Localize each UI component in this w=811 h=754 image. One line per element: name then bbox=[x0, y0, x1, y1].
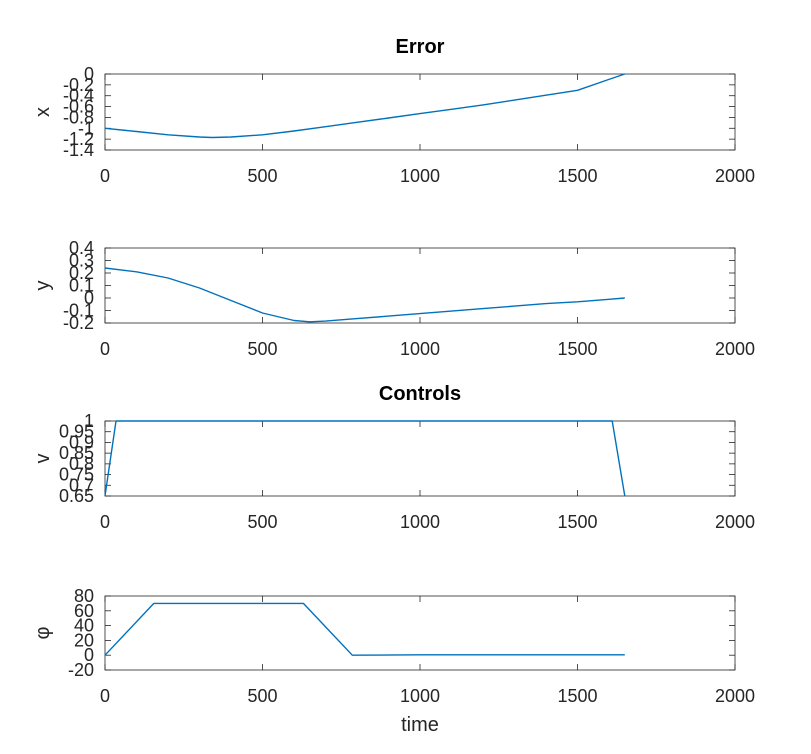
x-tick-label: 500 bbox=[247, 686, 277, 706]
series-line-v bbox=[104, 420, 626, 497]
series-line-y bbox=[104, 267, 625, 323]
x-tick-label: 2000 bbox=[715, 339, 755, 359]
y-tick-label: 0.7 bbox=[69, 475, 94, 495]
chart-title: Controls bbox=[379, 383, 461, 405]
y-tick-label: 0.65 bbox=[59, 486, 94, 506]
y-tick-label: 0 bbox=[84, 645, 94, 665]
y-tick-label: 0.85 bbox=[59, 443, 94, 463]
series-line-x bbox=[104, 73, 626, 139]
axes-box bbox=[104, 73, 736, 151]
y-axis-label: y bbox=[32, 281, 54, 291]
x-tick-label: 1000 bbox=[400, 166, 440, 186]
x-tick-label: 0 bbox=[100, 512, 110, 532]
subplot-1: 0 500 1000 1500 2000 -1.4-1.2-1-0.8-0.6-0.4-0… bbox=[32, 36, 755, 186]
x-tick-label: 0 bbox=[100, 339, 110, 359]
x-tick-label: 1500 bbox=[557, 512, 597, 532]
y-tick-label: 0.4 bbox=[69, 238, 94, 258]
y-tick-label: -0.6 bbox=[63, 97, 94, 117]
y-axis-label: x bbox=[32, 107, 54, 117]
y-axis-label: φ bbox=[32, 626, 54, 639]
y-tick-label: 0.3 bbox=[69, 251, 94, 271]
y-axis-label: v bbox=[32, 454, 54, 464]
x-tick-label: 500 bbox=[247, 166, 277, 186]
y-tick-label: -1.4 bbox=[63, 140, 94, 160]
y-tick-label: 0.1 bbox=[69, 276, 94, 296]
axes-box bbox=[104, 420, 736, 497]
y-tick-label: 40 bbox=[74, 616, 94, 636]
x-tick-label: 2000 bbox=[715, 686, 755, 706]
y-tick-label: -0.1 bbox=[63, 301, 94, 321]
x-axis-label: time bbox=[401, 714, 439, 736]
y-tick-label: 0.95 bbox=[59, 422, 94, 442]
x-tick-label: 1000 bbox=[400, 686, 440, 706]
x-tick-label: 1500 bbox=[557, 686, 597, 706]
axes-box bbox=[104, 247, 736, 324]
x-tick-label: 2000 bbox=[715, 166, 755, 186]
y-tick-label: 0.2 bbox=[69, 263, 94, 283]
x-tick-label: 0 bbox=[100, 686, 110, 706]
series-line-φ bbox=[104, 602, 625, 656]
x-tick-label: 1500 bbox=[557, 166, 597, 186]
x-tick-label: 1000 bbox=[400, 339, 440, 359]
y-tick-label: 0 bbox=[84, 288, 94, 308]
y-tick-label: -0.4 bbox=[63, 86, 94, 106]
subplot-3: 0 500 1000 1500 2000 0.650.70.750.80.850.90.9… bbox=[32, 383, 755, 532]
subplot-2: 0 500 1000 1500 2000-0.2-0.100.10.20.30.4y bbox=[32, 238, 755, 359]
x-tick-label: 500 bbox=[247, 512, 277, 532]
y-tick-label: -1 bbox=[78, 118, 94, 138]
y-tick-label: 0.8 bbox=[69, 454, 94, 474]
y-tick-label: 0 bbox=[84, 64, 94, 84]
y-tick-label: 80 bbox=[74, 586, 94, 606]
x-tick-label: 0 bbox=[100, 166, 110, 186]
chart-title: Error bbox=[396, 36, 445, 58]
axes-box bbox=[104, 595, 736, 671]
x-tick-label: 1000 bbox=[400, 512, 440, 532]
y-tick-label: -0.8 bbox=[63, 107, 94, 127]
x-tick-label: 1500 bbox=[557, 339, 597, 359]
y-tick-label: -1.2 bbox=[63, 129, 94, 149]
x-tick-label: 2000 bbox=[715, 512, 755, 532]
y-tick-label: 60 bbox=[74, 601, 94, 621]
y-tick-label: 20 bbox=[74, 630, 94, 650]
y-tick-label: -0.2 bbox=[63, 75, 94, 95]
y-tick-label: 0.9 bbox=[69, 432, 94, 452]
x-tick-label: 500 bbox=[247, 339, 277, 359]
y-tick-label: -20 bbox=[68, 660, 94, 680]
y-tick-label: 1 bbox=[84, 411, 94, 431]
y-tick-label: 0.75 bbox=[59, 465, 94, 485]
y-tick-label: -0.2 bbox=[63, 313, 94, 333]
